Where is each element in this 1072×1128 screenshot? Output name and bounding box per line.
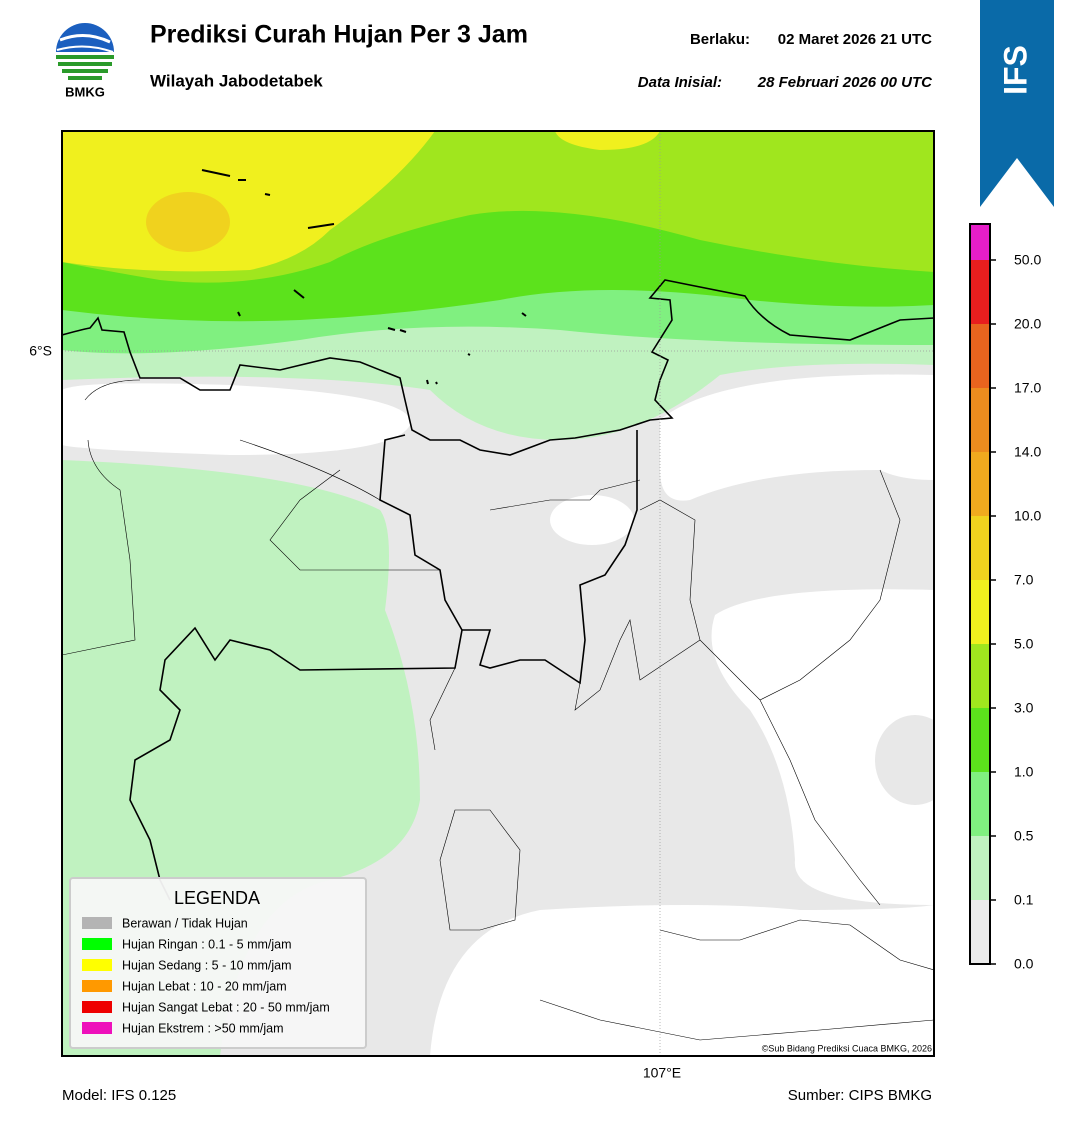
logo-text: BMKG — [65, 84, 105, 99]
legend-swatch — [82, 938, 112, 950]
colorbar-label: 0.1 — [1014, 892, 1034, 908]
colorbar-label: 50.0 — [1014, 252, 1041, 268]
colorbar-frame — [969, 223, 991, 965]
legend-label: Hujan Sedang : 5 - 10 mm/jam — [122, 958, 292, 972]
colorbar: 0.0 0.1 0.5 1.0 3.0 5.0 7.0 10.0 14.0 17.0 20.0 50.… — [969, 223, 1041, 972]
init-time: 28 Februari 2026 00 UTC — [757, 74, 933, 91]
colorbar-segment — [970, 644, 990, 708]
legend-label: Hujan Lebat : 10 - 20 mm/jam — [122, 979, 287, 993]
colorbar-segment — [970, 516, 990, 580]
colorbar-label: 10.0 — [1014, 508, 1041, 524]
colorbar-label: 0.5 — [1014, 828, 1034, 844]
colorbar-label: 7.0 — [1014, 572, 1034, 588]
footer-source: Sumber: CIPS BMKG — [788, 1087, 932, 1104]
colorbar-segment — [970, 708, 990, 772]
legend-label: Berawan / Tidak Hujan — [122, 916, 248, 930]
colorbar-label: 3.0 — [1014, 700, 1034, 716]
map-field — [62, 131, 934, 1056]
legend-swatch — [82, 917, 112, 929]
colorbar-label: 14.0 — [1014, 444, 1041, 460]
colorbar-segment — [970, 900, 990, 964]
legend-title: LEGENDA — [174, 888, 260, 908]
legend-label: Hujan Ekstrem : >50 mm/jam — [122, 1021, 284, 1035]
colorbar-label: 5.0 — [1014, 636, 1034, 652]
colorbar-label: 17.0 — [1014, 380, 1041, 396]
legend-swatch — [82, 980, 112, 992]
footer-model: Model: IFS 0.125 — [62, 1087, 176, 1104]
colorbar-segment — [970, 452, 990, 516]
credit: ©Sub Bidang Prediksi Cuaca BMKG, 2026 — [762, 1043, 932, 1053]
colorbar-segment — [970, 580, 990, 644]
banner-text: IFS — [997, 45, 1033, 95]
legend-swatch — [82, 1001, 112, 1013]
colorbar-label: 0.0 — [1014, 956, 1034, 972]
lat-label: 6°S — [29, 343, 52, 359]
colorbar-segment — [970, 260, 990, 324]
legend-label: Hujan Sangat Lebat : 20 - 50 mm/jam — [122, 1000, 330, 1014]
colorbar-segment — [970, 224, 990, 260]
lon-label: 107°E — [643, 1065, 681, 1081]
legend-swatch — [82, 959, 112, 971]
colorbar-segment — [970, 324, 990, 388]
colorbar-label: 20.0 — [1014, 316, 1041, 332]
legend: LEGENDA Berawan / Tidak Hujan Hujan Ringa… — [69, 877, 367, 1049]
legend-swatch — [82, 1022, 112, 1034]
legend-label: Hujan Ringan : 0.1 - 5 mm/jam — [122, 937, 292, 951]
logo: BMKG — [56, 23, 114, 99]
colorbar-segment — [970, 388, 990, 452]
banner — [980, 0, 1054, 207]
colorbar-label: 1.0 — [1014, 764, 1034, 780]
valid-label: Berlaku: — [690, 31, 750, 48]
map-frame — [61, 130, 935, 1057]
colorbar-segment — [970, 772, 990, 836]
title: Prediksi Curah Hujan Per 3 Jam — [150, 21, 528, 49]
valid-time: 02 Maret 2026 21 UTC — [778, 31, 932, 48]
init-label: Data Inisial: — [638, 74, 722, 91]
subtitle: Wilayah Jabodetabek — [150, 71, 323, 90]
colorbar-segment — [970, 836, 990, 900]
